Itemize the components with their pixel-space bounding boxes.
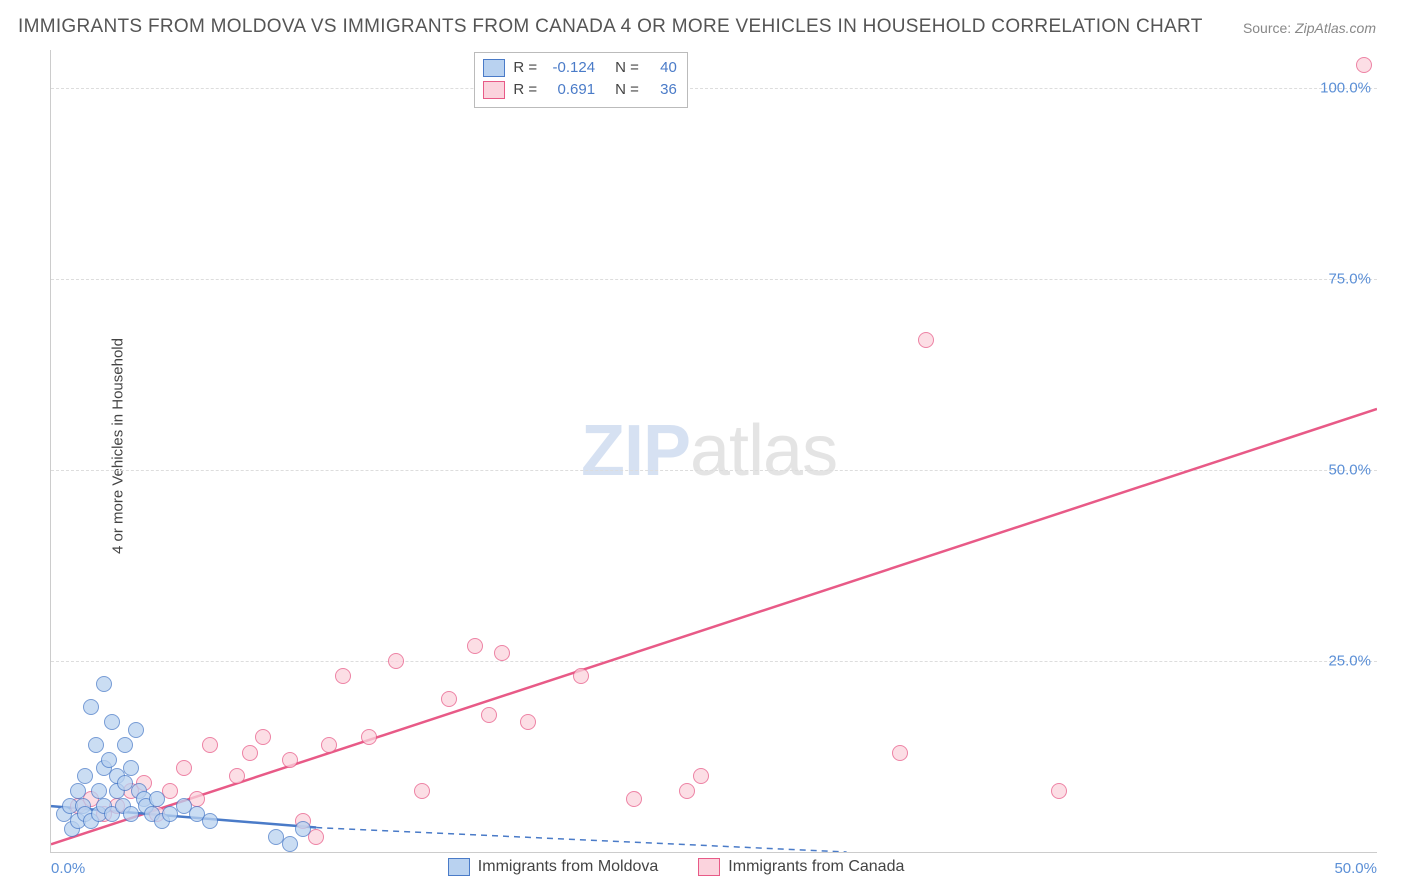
source-attribution: Source: ZipAtlas.com — [1243, 20, 1376, 36]
legend-swatch-icon — [448, 858, 470, 876]
r-value: -0.124 — [545, 57, 595, 79]
r-label: R = — [513, 57, 537, 79]
y-tick-label: 50.0% — [1328, 462, 1371, 479]
n-label: N = — [615, 79, 639, 101]
x-tick-label: 0.0% — [51, 860, 85, 877]
data-point-moldova — [70, 783, 86, 799]
data-point-canada — [494, 645, 510, 661]
regression-lines — [51, 50, 1377, 852]
scatter-plot-area: ZIPatlas 25.0%50.0%75.0%100.0%0.0%50.0% — [50, 50, 1377, 853]
watermark-atlas: atlas — [690, 411, 837, 491]
data-point-moldova — [123, 760, 139, 776]
data-point-canada — [229, 768, 245, 784]
data-point-canada — [481, 707, 497, 723]
data-point-canada — [176, 760, 192, 776]
legend-row-canada: R = 0.691 N = 36 — [483, 79, 677, 101]
series-legend-label: Immigrants from Moldova — [478, 858, 659, 876]
y-tick-label: 100.0% — [1320, 80, 1371, 97]
data-point-moldova — [91, 783, 107, 799]
r-value: 0.691 — [545, 79, 595, 101]
data-point-moldova — [77, 768, 93, 784]
data-point-moldova — [117, 737, 133, 753]
data-point-moldova — [104, 714, 120, 730]
data-point-moldova — [96, 676, 112, 692]
data-point-canada — [693, 768, 709, 784]
data-point-canada — [242, 745, 258, 761]
series-legend-item-moldova: Immigrants from Moldova — [448, 858, 659, 876]
data-point-canada — [679, 783, 695, 799]
data-point-canada — [388, 653, 404, 669]
data-point-moldova — [202, 813, 218, 829]
data-point-canada — [573, 668, 589, 684]
n-label: N = — [615, 57, 639, 79]
regression-line-moldova-dashed — [316, 828, 846, 852]
source-value: ZipAtlas.com — [1295, 20, 1376, 36]
gridline — [51, 279, 1377, 280]
legend-row-moldova: R = -0.124 N = 40 — [483, 57, 677, 79]
data-point-canada — [467, 638, 483, 654]
data-point-moldova — [88, 737, 104, 753]
series-legend-item-canada: Immigrants from Canada — [698, 858, 904, 876]
series-legend: Immigrants from Moldova Immigrants from C… — [448, 858, 905, 876]
gridline — [51, 661, 1377, 662]
data-point-canada — [414, 783, 430, 799]
chart-title: IMMIGRANTS FROM MOLDOVA VS IMMIGRANTS FR… — [18, 16, 1203, 38]
data-point-canada — [1051, 783, 1067, 799]
data-point-moldova — [101, 752, 117, 768]
data-point-canada — [335, 668, 351, 684]
r-label: R = — [513, 79, 537, 101]
data-point-canada — [918, 332, 934, 348]
data-point-moldova — [282, 836, 298, 852]
legend-swatch-icon — [698, 858, 720, 876]
data-point-canada — [1356, 57, 1372, 73]
y-tick-label: 75.0% — [1328, 271, 1371, 288]
data-point-canada — [520, 714, 536, 730]
data-point-moldova — [295, 821, 311, 837]
data-point-canada — [892, 745, 908, 761]
gridline — [51, 88, 1377, 89]
data-point-canada — [202, 737, 218, 753]
data-point-canada — [282, 752, 298, 768]
data-point-moldova — [149, 791, 165, 807]
data-point-moldova — [123, 806, 139, 822]
regression-line-canada — [51, 409, 1377, 844]
legend-swatch-icon — [483, 81, 505, 99]
x-tick-label: 50.0% — [1334, 860, 1377, 877]
data-point-canada — [321, 737, 337, 753]
correlation-legend: R = -0.124 N = 40 R = 0.691 N = 36 — [474, 52, 688, 108]
legend-swatch-icon — [483, 59, 505, 77]
source-label: Source: — [1243, 20, 1291, 36]
data-point-canada — [441, 691, 457, 707]
n-value: 36 — [647, 79, 677, 101]
data-point-moldova — [128, 722, 144, 738]
data-point-canada — [361, 729, 377, 745]
watermark: ZIPatlas — [581, 410, 837, 492]
data-point-moldova — [83, 699, 99, 715]
n-value: 40 — [647, 57, 677, 79]
data-point-canada — [626, 791, 642, 807]
gridline — [51, 470, 1377, 471]
series-legend-label: Immigrants from Canada — [728, 858, 904, 876]
y-tick-label: 25.0% — [1328, 653, 1371, 670]
watermark-zip: ZIP — [581, 411, 690, 491]
data-point-canada — [255, 729, 271, 745]
